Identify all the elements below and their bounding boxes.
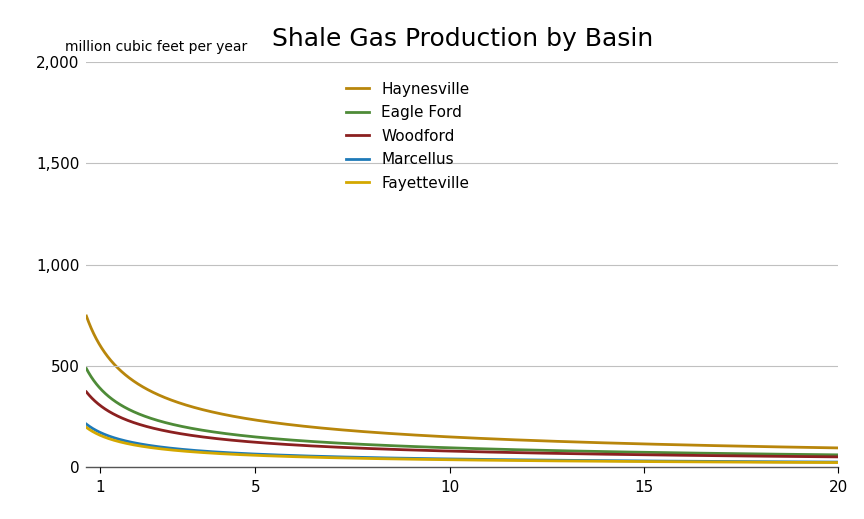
Marcellus bbox=[212, 449, 222, 455]
Eagle Ford bbox=[737, 450, 747, 457]
Fayetteville bbox=[833, 459, 843, 466]
Line: Eagle Ford: Eagle Ford bbox=[86, 368, 838, 455]
Line: Marcellus: Marcellus bbox=[86, 424, 838, 462]
Line: Fayetteville: Fayetteville bbox=[86, 428, 838, 462]
Haynesville bbox=[81, 313, 92, 319]
Marcellus bbox=[370, 455, 380, 461]
Marcellus bbox=[167, 445, 177, 452]
Marcellus bbox=[833, 459, 843, 465]
Eagle Ford bbox=[167, 421, 177, 427]
Marcellus bbox=[818, 459, 829, 465]
Line: Haynesville: Haynesville bbox=[86, 316, 838, 448]
Woodford bbox=[402, 447, 412, 453]
Eagle Ford bbox=[370, 442, 380, 448]
Woodford bbox=[833, 454, 843, 460]
Fayetteville bbox=[737, 459, 747, 465]
Haynesville bbox=[167, 397, 177, 403]
Eagle Ford bbox=[212, 429, 222, 435]
Woodford bbox=[370, 446, 380, 452]
Title: Shale Gas Production by Basin: Shale Gas Production by Basin bbox=[271, 26, 653, 51]
Fayetteville bbox=[212, 450, 222, 457]
Legend: Haynesville, Eagle Ford, Woodford, Marcellus, Fayetteville: Haynesville, Eagle Ford, Woodford, Marce… bbox=[346, 82, 470, 190]
Haynesville bbox=[212, 410, 222, 416]
Line: Woodford: Woodford bbox=[86, 392, 838, 457]
Haynesville bbox=[833, 445, 843, 451]
Woodford bbox=[818, 454, 829, 460]
Fayetteville bbox=[402, 456, 412, 462]
Fayetteville bbox=[370, 456, 380, 462]
Woodford bbox=[737, 453, 747, 459]
Marcellus bbox=[737, 458, 747, 465]
Woodford bbox=[81, 389, 92, 395]
Eagle Ford bbox=[818, 452, 829, 458]
Eagle Ford bbox=[81, 365, 92, 372]
Fayetteville bbox=[81, 425, 92, 431]
Eagle Ford bbox=[402, 443, 412, 449]
Haynesville bbox=[402, 431, 412, 438]
Text: million cubic feet per year: million cubic feet per year bbox=[65, 40, 247, 54]
Fayetteville bbox=[818, 459, 829, 466]
Marcellus bbox=[81, 421, 92, 427]
Haynesville bbox=[737, 443, 747, 449]
Woodford bbox=[212, 435, 222, 442]
Fayetteville bbox=[167, 447, 177, 453]
Haynesville bbox=[818, 445, 829, 451]
Woodford bbox=[167, 429, 177, 435]
Haynesville bbox=[370, 429, 380, 435]
Marcellus bbox=[402, 455, 412, 461]
Eagle Ford bbox=[833, 452, 843, 458]
